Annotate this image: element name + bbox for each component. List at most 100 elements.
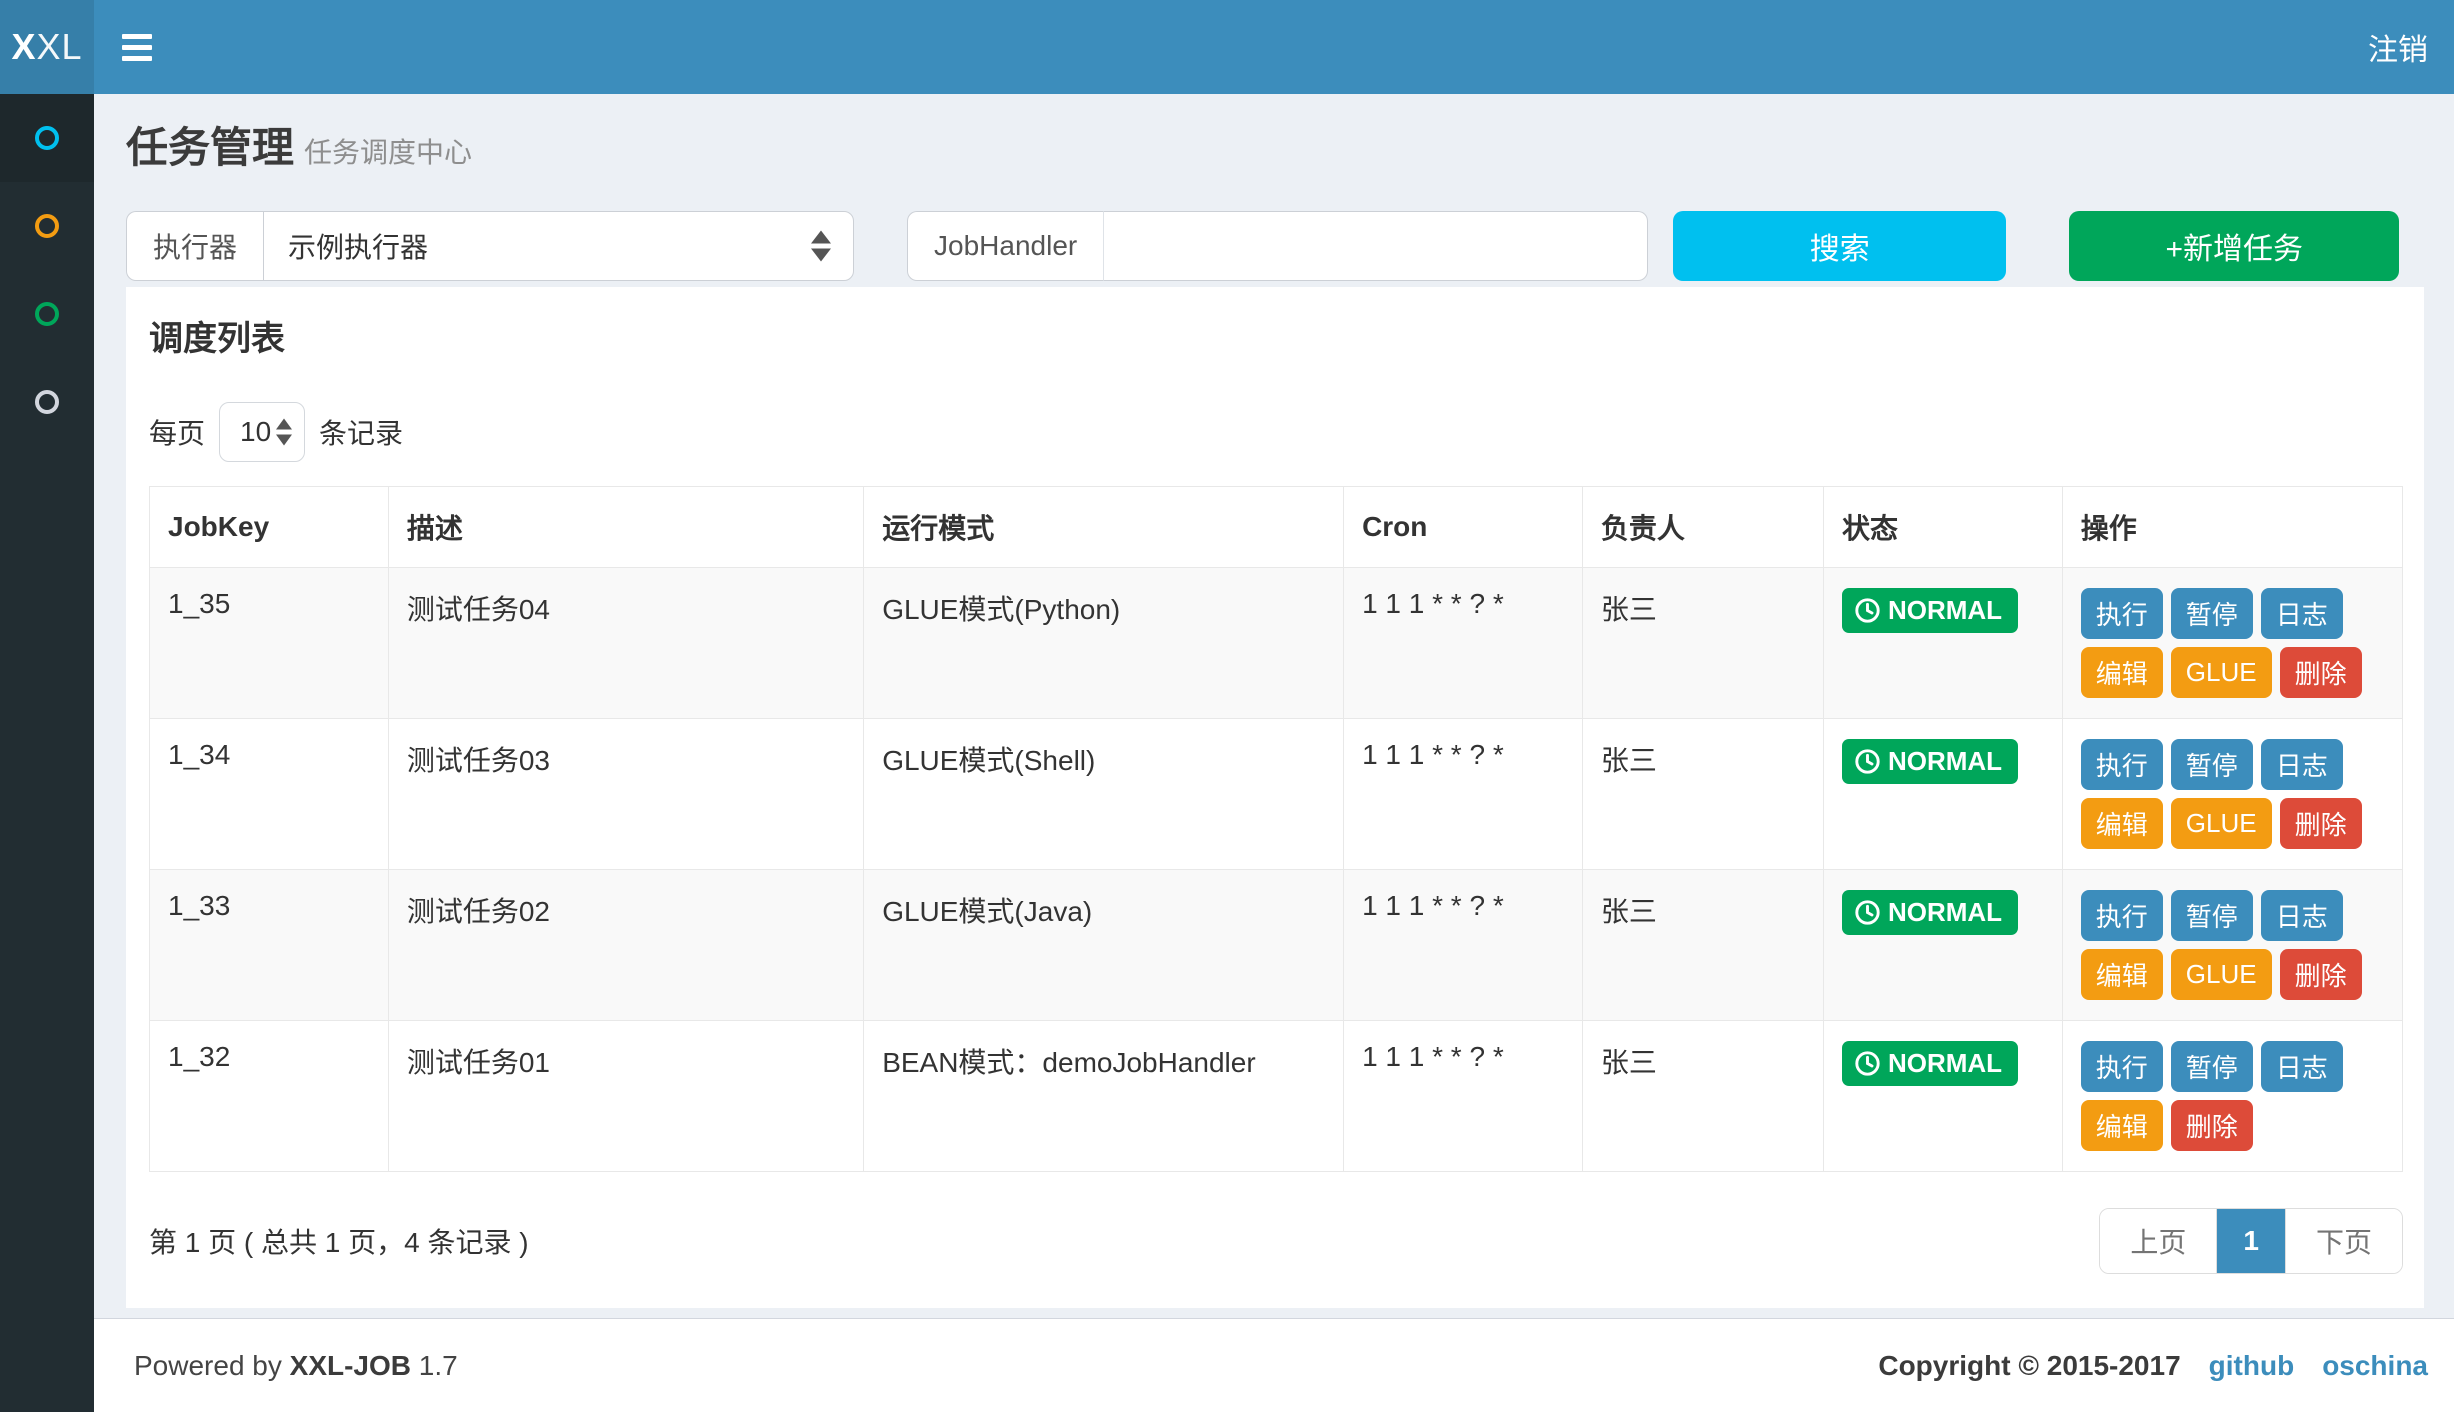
select-arrows-icon bbox=[811, 230, 832, 262]
action-button-日志[interactable]: 日志 bbox=[2260, 588, 2343, 639]
product-name: XXL-JOB bbox=[289, 1349, 412, 1381]
table-footer: 第 1 页 ( 总共 1 页，4 条记录 ) 上页 1 下页 bbox=[149, 1208, 2403, 1274]
sidebar-item-item-3[interactable] bbox=[0, 270, 94, 358]
pagesize-prefix: 每页 bbox=[149, 418, 206, 449]
cell-status: NORMAL bbox=[1822, 1020, 2063, 1172]
status-badge: NORMAL bbox=[1841, 890, 2019, 935]
cell-actions: 执行 暂停 日志编辑 GLUE 删除 bbox=[2061, 718, 2404, 870]
content-header: 任务管理 任务调度中心 bbox=[126, 110, 2424, 175]
main-content: 任务管理 任务调度中心 执行器 示例执行器 JobHandler 搜索 +新增任务 bbox=[94, 94, 2454, 1318]
action-button-编辑[interactable]: 编辑 bbox=[2080, 798, 2163, 849]
pagination-control: 上页 1 下页 bbox=[2099, 1208, 2403, 1274]
column-header-0: JobKey bbox=[149, 486, 389, 568]
pagesize-row: 每页 10 条记录 bbox=[149, 402, 2403, 462]
action-button-编辑[interactable]: 编辑 bbox=[2080, 1100, 2163, 1151]
pagination-summary: 第 1 页 ( 总共 1 页，4 条记录 ) bbox=[149, 1227, 529, 1258]
pagesize-value: 10 bbox=[240, 416, 272, 447]
cell-cron: 1 1 1 * * ? * bbox=[1343, 718, 1583, 870]
footer-right: Copyright © 2015-2017 github oschina bbox=[1878, 1350, 2428, 1382]
action-button-日志[interactable]: 日志 bbox=[2260, 739, 2343, 790]
copyright-text: Copyright © 2015-2017 bbox=[1878, 1349, 2181, 1381]
jobhandler-input[interactable] bbox=[1103, 211, 1649, 281]
cell-jobkey: 1_32 bbox=[149, 1020, 389, 1172]
page-title: 任务管理 任务调度中心 bbox=[126, 124, 473, 171]
table-row: 1_35 测试任务04 GLUE模式(Python) 1 1 1 * * ? * 张三 N… bbox=[149, 567, 2404, 719]
cell-description: 测试任务04 bbox=[387, 567, 865, 719]
cell-run-mode: GLUE模式(Java) bbox=[863, 869, 1345, 1021]
action-button-暂停[interactable]: 暂停 bbox=[2170, 890, 2253, 941]
app-logo[interactable]: X XL bbox=[0, 0, 94, 94]
cell-description: 测试任务02 bbox=[387, 869, 865, 1021]
sidebar-toggle-button[interactable] bbox=[94, 0, 180, 94]
logo-text-bold: X bbox=[11, 26, 37, 67]
action-button-暂停[interactable]: 暂停 bbox=[2170, 1041, 2253, 1092]
footer-link-github[interactable]: github bbox=[2208, 1349, 2295, 1381]
cell-description: 测试任务01 bbox=[387, 1020, 865, 1172]
actions-group: 执行 暂停 日志编辑 删除 bbox=[2080, 1041, 2384, 1151]
action-button-删除[interactable]: 删除 bbox=[2170, 1100, 2253, 1151]
next-page-button[interactable]: 下页 bbox=[2285, 1209, 2402, 1273]
column-header-5: 状态 bbox=[1822, 486, 2063, 568]
cell-owner: 张三 bbox=[1581, 718, 1824, 870]
jobhandler-label: JobHandler bbox=[907, 211, 1104, 281]
action-button-删除[interactable]: 删除 bbox=[2279, 949, 2362, 1000]
top-navbar: X XL 注销 bbox=[0, 0, 2454, 94]
logout-link[interactable]: 注销 bbox=[2368, 34, 2428, 67]
hamburger-icon bbox=[122, 33, 152, 61]
action-button-暂停[interactable]: 暂停 bbox=[2170, 739, 2253, 790]
cell-status: NORMAL bbox=[1822, 567, 2063, 719]
action-button-执行[interactable]: 执行 bbox=[2080, 1041, 2163, 1092]
cell-jobkey: 1_34 bbox=[149, 718, 389, 870]
action-button-编辑[interactable]: 编辑 bbox=[2080, 647, 2163, 698]
action-button-删除[interactable]: 删除 bbox=[2279, 798, 2362, 849]
cell-cron: 1 1 1 * * ? * bbox=[1343, 869, 1583, 1021]
current-page-button[interactable]: 1 bbox=[2217, 1209, 2286, 1273]
cell-status: NORMAL bbox=[1822, 869, 2063, 1021]
column-header-4: 负责人 bbox=[1581, 486, 1824, 568]
sidebar-item-item-2[interactable] bbox=[0, 182, 94, 270]
circle-o-icon bbox=[35, 214, 59, 238]
prev-page-button[interactable]: 上页 bbox=[2100, 1209, 2218, 1273]
action-button-日志[interactable]: 日志 bbox=[2260, 890, 2343, 941]
actions-group: 执行 暂停 日志编辑 GLUE 删除 bbox=[2080, 588, 2384, 698]
status-badge: NORMAL bbox=[1841, 588, 2019, 633]
actions-group: 执行 暂停 日志编辑 GLUE 删除 bbox=[2080, 890, 2384, 1000]
search-button[interactable]: 搜索 bbox=[1673, 211, 2007, 281]
cell-cron: 1 1 1 * * ? * bbox=[1343, 1020, 1583, 1172]
circle-o-icon bbox=[35, 126, 59, 150]
action-button-glue[interactable]: GLUE bbox=[2170, 798, 2272, 849]
action-button-执行[interactable]: 执行 bbox=[2080, 890, 2163, 941]
cell-actions: 执行 暂停 日志编辑 GLUE 删除 bbox=[2061, 869, 2404, 1021]
status-text: NORMAL bbox=[1887, 897, 2003, 927]
table-header-row: JobKey 描述 运行模式 Cron 负责人 状态 操作 bbox=[149, 486, 2404, 568]
action-button-执行[interactable]: 执行 bbox=[2080, 588, 2163, 639]
cell-jobkey: 1_33 bbox=[149, 869, 389, 1021]
action-button-执行[interactable]: 执行 bbox=[2080, 739, 2163, 790]
action-button-删除[interactable]: 删除 bbox=[2279, 647, 2362, 698]
pagesize-suffix: 条记录 bbox=[319, 418, 404, 449]
column-header-3: Cron bbox=[1343, 486, 1583, 568]
executor-select[interactable]: 示例执行器 bbox=[263, 211, 855, 281]
action-button-暂停[interactable]: 暂停 bbox=[2170, 588, 2253, 639]
status-text: NORMAL bbox=[1887, 595, 2003, 625]
action-button-编辑[interactable]: 编辑 bbox=[2080, 949, 2163, 1000]
sidebar-item-item-1[interactable] bbox=[0, 94, 94, 182]
product-version: 1.7 bbox=[418, 1349, 458, 1381]
logo-text: XL bbox=[36, 26, 83, 67]
circle-o-icon bbox=[35, 302, 59, 326]
sidebar-item-item-4[interactable] bbox=[0, 358, 94, 446]
add-job-button[interactable]: +新增任务 bbox=[2069, 211, 2400, 281]
table-row: 1_32 测试任务01 BEAN模式：demoJobHandler 1 1 1 * *… bbox=[149, 1020, 2404, 1172]
cell-owner: 张三 bbox=[1581, 567, 1824, 719]
executor-label: 执行器 bbox=[126, 211, 264, 281]
action-button-glue[interactable]: GLUE bbox=[2170, 949, 2272, 1000]
table-row: 1_33 测试任务02 GLUE模式(Java) 1 1 1 * * ? * 张三 NOR… bbox=[149, 869, 2404, 1021]
action-button-glue[interactable]: GLUE bbox=[2170, 647, 2272, 698]
powered-by-text: Powered by XXL-JOB 1.7 bbox=[134, 1349, 458, 1381]
action-button-日志[interactable]: 日志 bbox=[2260, 1041, 2343, 1092]
jobs-table-head: JobKey 描述 运行模式 Cron 负责人 状态 操作 bbox=[149, 486, 2404, 568]
footer-link-oschina[interactable]: oschina bbox=[2322, 1349, 2428, 1381]
pagesize-select[interactable]: 10 bbox=[219, 402, 306, 462]
executor-selected-value: 示例执行器 bbox=[288, 232, 429, 263]
actions-group: 执行 暂停 日志编辑 GLUE 删除 bbox=[2080, 739, 2384, 849]
